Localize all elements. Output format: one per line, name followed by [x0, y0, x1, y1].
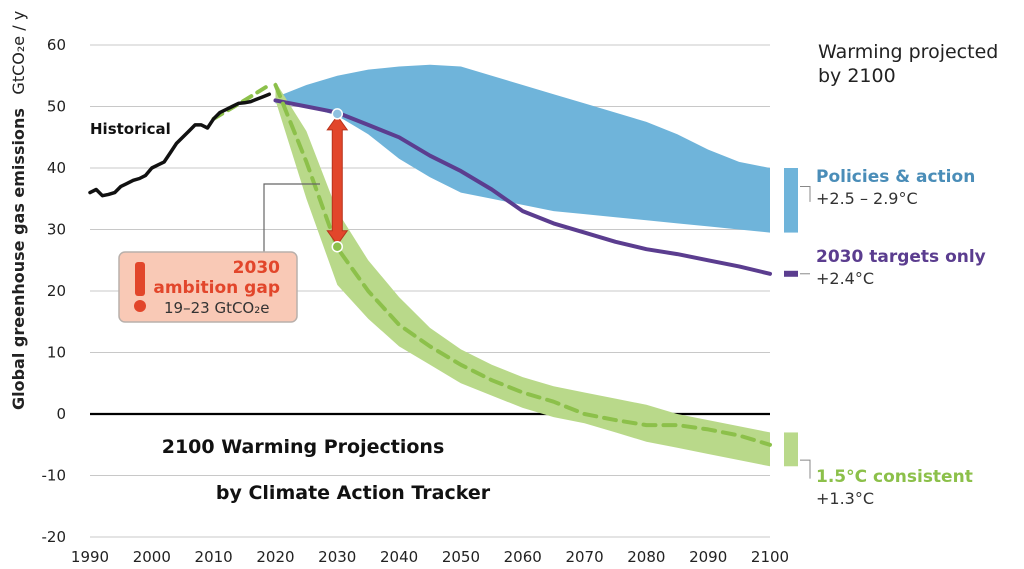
y-tick-label: 60 — [47, 36, 66, 54]
historical-bridge-line — [211, 83, 272, 121]
x-tick-label: 2080 — [627, 548, 665, 566]
consistent-range-bar — [784, 432, 798, 467]
chart-title-line1: 2100 Warming Projections — [162, 436, 445, 458]
x-tick-label: 2020 — [256, 548, 294, 566]
y-axis-unit: GtCO₂e / y — [9, 11, 28, 95]
legend-targets-range: +2.4°C — [816, 269, 874, 288]
x-tick-label: 2050 — [442, 548, 480, 566]
consistent-1-5c-median-line — [273, 83, 772, 447]
exclamation-icon-dot — [134, 300, 146, 312]
y-tick-label: 10 — [47, 344, 66, 362]
ambition-gap-box — [118, 251, 298, 323]
legend-header-line1: Warming projected — [818, 41, 998, 63]
y-tick-label: 50 — [47, 98, 66, 116]
ambition-gap-title-line2: ambition gap — [153, 278, 280, 298]
policies-action-band — [275, 64, 770, 233]
legend-policies-name: Policies & action — [816, 167, 975, 187]
x-tick-label: 2070 — [565, 548, 603, 566]
legend-targets-name: 2030 targets only — [816, 247, 986, 267]
historical-label: Historical — [90, 120, 171, 138]
legend-consistent-name: 1.5°C consistent — [816, 467, 973, 487]
y-tick-label: 0 — [56, 405, 66, 423]
chart-title-line2: by Climate Action Tracker — [216, 482, 491, 504]
legend-bars — [784, 168, 811, 479]
targets-2030-line — [273, 98, 772, 276]
y-tick-label: -20 — [42, 528, 67, 546]
policies-range-bar — [784, 168, 798, 233]
series-layer — [88, 64, 772, 467]
consistent-bracket — [800, 459, 811, 479]
y-tick-label: 20 — [47, 282, 66, 300]
x-tick-label: 2030 — [318, 548, 356, 566]
historical-line — [88, 92, 272, 198]
x-tick-label: 2090 — [689, 548, 727, 566]
legend-policies-range: +2.5 – 2.9°C — [816, 189, 918, 208]
exclamation-icon-bar — [135, 262, 145, 296]
policies-bracket — [800, 185, 811, 202]
y-tick-label: -10 — [42, 467, 67, 485]
y-tick-label: 40 — [47, 159, 66, 177]
x-tick-label: 2000 — [133, 548, 171, 566]
consistent-1-5c-band — [275, 81, 770, 467]
x-axis-ticks: 1990 2000 2010 2020 2030 2040 2050 2060 2070 2080… — [71, 548, 789, 566]
y-tick-label: 30 — [47, 221, 66, 239]
x-tick-label: 2060 — [504, 548, 542, 566]
y-axis-label-text: Global greenhouse gas emissions — [9, 108, 28, 410]
gap-bottom-marker — [331, 240, 344, 253]
gap-top-marker — [331, 108, 344, 120]
ambition-gap-title-line1: 2030 — [233, 258, 280, 278]
legend-header-line2: by 2100 — [818, 65, 896, 87]
x-tick-label: 2010 — [195, 548, 233, 566]
x-tick-label: 2100 — [751, 548, 789, 566]
x-tick-label: 2040 — [380, 548, 418, 566]
y-axis-label: Global greenhouse gas emissions GtCO₂e /… — [9, 11, 28, 410]
ambition-gap-callout: 2030 ambition gap 19–23 GtCO₂e — [118, 183, 320, 323]
callout-connector — [263, 183, 320, 252]
y-axis-ticks: 60 50 40 30 20 10 0 -10 -20 — [42, 36, 67, 546]
legend-consistent-range: +1.3°C — [816, 489, 874, 508]
ambition-gap-range: 19–23 GtCO₂e — [164, 299, 269, 317]
targets-range-bar — [784, 270, 798, 277]
x-tick-label: 1990 — [71, 548, 109, 566]
